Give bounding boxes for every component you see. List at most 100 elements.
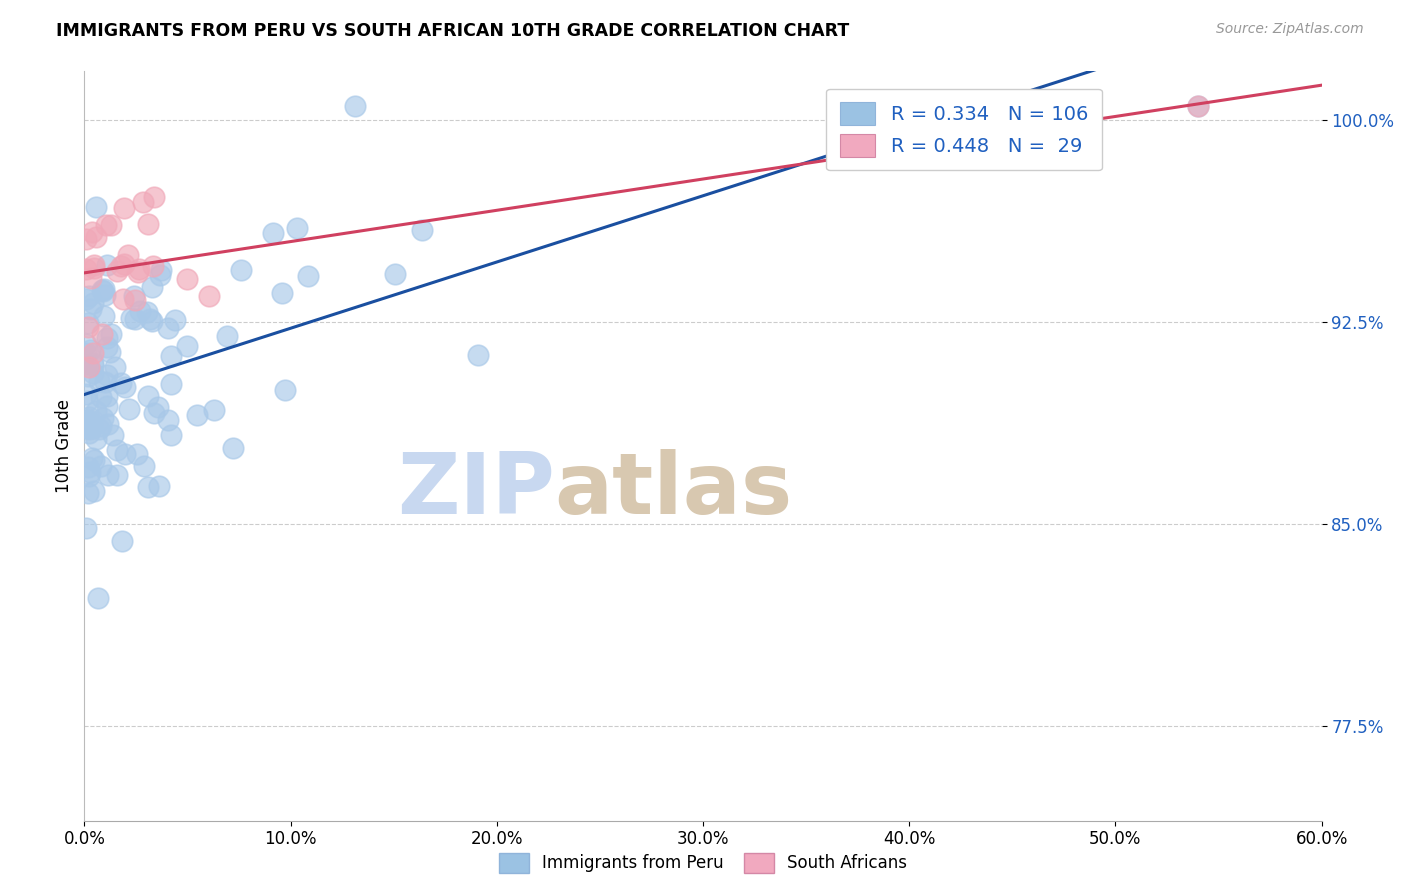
Point	[136, 305, 159, 319]
Point	[110, 376, 132, 390]
Point	[80, 451, 103, 466]
Point	[77, 410, 100, 425]
Point	[80, 270, 103, 285]
Point	[82, 367, 104, 381]
Point	[75, 419, 97, 434]
Point	[77, 459, 100, 474]
Point	[82, 419, 104, 434]
Point	[104, 360, 127, 375]
Point	[96, 340, 118, 354]
Point	[149, 268, 172, 282]
Point	[75, 261, 97, 276]
Text: atlas: atlas	[554, 450, 793, 533]
Point	[83, 258, 105, 272]
Point	[77, 316, 100, 330]
Point	[83, 452, 105, 467]
Point	[114, 447, 136, 461]
Point	[91, 410, 114, 425]
Point	[77, 416, 100, 430]
Point	[136, 217, 159, 231]
Point	[98, 345, 121, 359]
Point	[94, 375, 117, 389]
Point	[160, 349, 183, 363]
Point	[96, 331, 118, 345]
Point	[160, 377, 183, 392]
Text: Source: ZipAtlas.com: Source: ZipAtlas.com	[1216, 22, 1364, 37]
Point	[110, 259, 132, 273]
Point	[176, 272, 198, 286]
Point	[111, 292, 134, 306]
Point	[77, 360, 100, 375]
Point	[83, 261, 105, 276]
Point	[156, 413, 179, 427]
Legend: Immigrants from Peru, South Africans: Immigrants from Peru, South Africans	[492, 847, 914, 880]
Point	[93, 282, 115, 296]
Point	[117, 248, 139, 262]
Legend: R = 0.334   N = 106, R = 0.448   N =  29: R = 0.334 N = 106, R = 0.448 N = 29	[827, 88, 1101, 170]
Point	[142, 406, 165, 420]
Text: IMMIGRANTS FROM PERU VS SOUTH AFRICAN 10TH GRADE CORRELATION CHART: IMMIGRANTS FROM PERU VS SOUTH AFRICAN 10…	[56, 22, 849, 40]
Point	[202, 403, 225, 417]
Point	[159, 428, 181, 442]
Point	[120, 311, 142, 326]
Point	[231, 263, 253, 277]
Point	[77, 320, 100, 334]
Point	[198, 289, 221, 303]
Point	[82, 356, 104, 370]
Point	[75, 346, 97, 360]
Point	[141, 279, 163, 293]
Point	[76, 414, 98, 428]
Point	[84, 200, 107, 214]
Point	[87, 422, 110, 436]
Point	[77, 469, 100, 483]
Point	[139, 312, 162, 326]
Point	[136, 389, 159, 403]
Point	[128, 261, 150, 276]
Point	[75, 387, 97, 401]
Point	[141, 314, 163, 328]
Point	[146, 400, 169, 414]
Point	[124, 312, 146, 326]
Point	[90, 390, 112, 404]
Point	[285, 221, 308, 235]
Point	[411, 223, 433, 237]
Point	[165, 313, 187, 327]
Point	[97, 417, 120, 431]
Point	[96, 258, 118, 272]
Point	[124, 293, 146, 307]
Point	[96, 368, 118, 382]
Point	[125, 447, 148, 461]
Point	[94, 218, 117, 232]
Point	[79, 413, 101, 427]
Point	[75, 292, 97, 306]
Point	[384, 267, 406, 281]
Point	[148, 479, 170, 493]
Point	[131, 194, 153, 209]
Point	[117, 401, 139, 416]
Point	[217, 328, 239, 343]
Point	[96, 399, 118, 413]
Point	[271, 286, 294, 301]
Point	[105, 263, 128, 277]
Point	[1187, 99, 1209, 113]
Point	[79, 465, 101, 479]
Point	[79, 422, 101, 436]
Point	[90, 326, 112, 341]
Point	[87, 591, 110, 605]
Point	[1187, 99, 1209, 113]
Point	[91, 285, 114, 299]
Point	[89, 374, 111, 388]
Point	[467, 348, 489, 362]
Point	[79, 421, 101, 435]
Point	[156, 321, 179, 335]
Point	[96, 467, 118, 482]
Point	[79, 343, 101, 357]
Point	[76, 394, 98, 409]
Point	[273, 383, 295, 397]
Point	[77, 426, 100, 441]
Point	[344, 99, 367, 113]
Point	[90, 418, 112, 433]
Point	[75, 232, 97, 246]
Point	[80, 225, 103, 239]
Point	[76, 368, 98, 383]
